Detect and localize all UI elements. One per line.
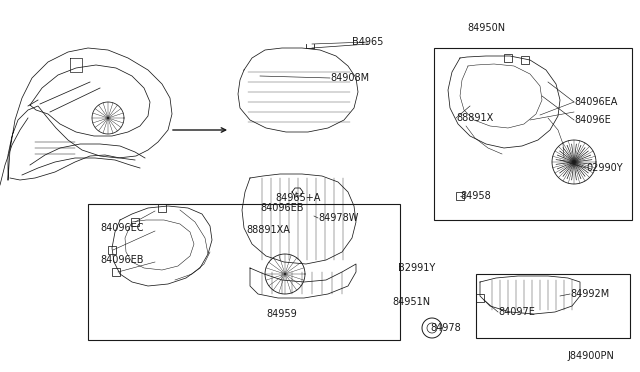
Bar (504, 54, 512, 62)
Text: 84958: 84958 (460, 191, 491, 201)
Bar (456, 192, 464, 200)
Bar (158, 204, 166, 212)
Bar (476, 274, 630, 338)
Text: 84978: 84978 (430, 323, 461, 333)
Text: 84908M: 84908M (330, 73, 369, 83)
Text: 88891X: 88891X (456, 113, 493, 123)
Text: 84978W: 84978W (318, 213, 358, 223)
Bar (476, 294, 484, 302)
Text: 84096EA: 84096EA (574, 97, 618, 107)
Text: 84096EB: 84096EB (100, 255, 143, 265)
Text: 84096EB: 84096EB (260, 203, 303, 213)
Text: 88891XA: 88891XA (246, 225, 290, 235)
Text: 84959: 84959 (267, 309, 298, 319)
Bar (108, 246, 116, 254)
Text: 84951N: 84951N (392, 297, 430, 307)
Text: 84950N: 84950N (467, 23, 505, 33)
Bar (131, 218, 139, 226)
Text: B2991Y: B2991Y (398, 263, 435, 273)
Text: 84992M: 84992M (570, 289, 609, 299)
Text: 84965+A: 84965+A (275, 193, 321, 203)
Text: 02990Y: 02990Y (586, 163, 623, 173)
Bar (112, 268, 120, 276)
Text: B4965: B4965 (352, 37, 384, 47)
Bar (521, 56, 529, 64)
Text: 84097E: 84097E (498, 307, 535, 317)
Text: 84096E: 84096E (574, 115, 611, 125)
Text: 84096EC: 84096EC (100, 223, 143, 233)
Bar (88, 204, 400, 340)
Text: J84900PN: J84900PN (567, 351, 614, 361)
Bar (434, 48, 632, 220)
